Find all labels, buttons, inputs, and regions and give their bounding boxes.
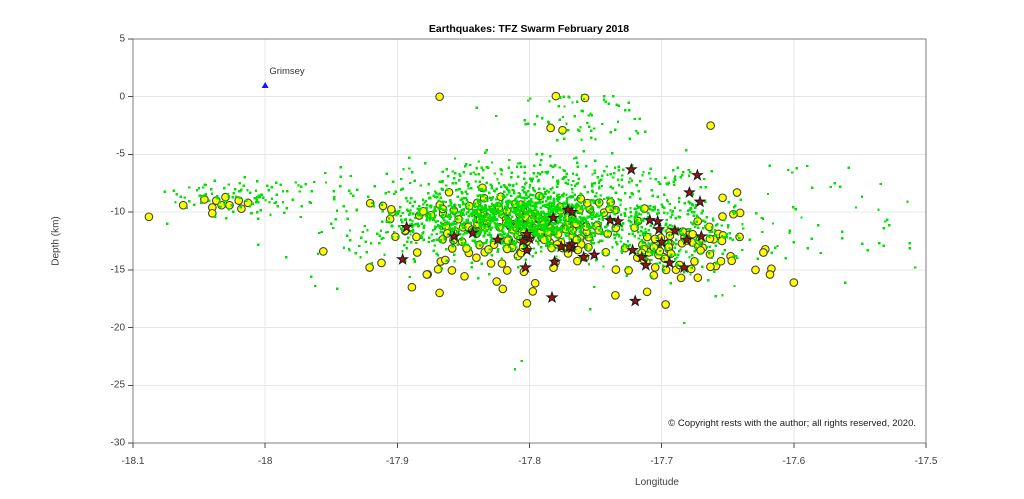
x-tick-label: -17.8	[518, 456, 541, 467]
y-axis-label: Depth (km)	[50, 216, 62, 266]
x-tick-label: -18.1	[121, 456, 145, 467]
copyright-note: © Copyright rests with the author; all r…	[668, 418, 916, 429]
x-tick-label: -17.6	[782, 456, 806, 467]
series-major-events-markers	[396, 162, 708, 307]
x-tick-label: -17.9	[385, 456, 409, 467]
grimsey-annotation-label: Grimsey	[269, 66, 305, 77]
x-axis-label: Longitude	[635, 477, 679, 488]
x-tick-label: -18	[257, 456, 273, 467]
series-minor-events-markers	[163, 94, 917, 371]
y-tick-label: -5	[116, 148, 125, 160]
tick-marks	[128, 38, 927, 448]
grimsey-triangle-marker	[261, 81, 269, 88]
y-tick-label: 5	[119, 33, 125, 45]
chart-title: Earthquakes: TFZ Swarm February 2018	[428, 23, 630, 35]
y-tick-label: -25	[110, 379, 125, 391]
y-tick-label: -10	[110, 206, 125, 218]
y-tick-label: -15	[110, 264, 125, 276]
y-tick-label: 0	[119, 91, 125, 103]
y-tick-label: -30	[110, 437, 125, 449]
y-tick-label: -20	[110, 322, 125, 334]
x-tick-label: -17.7	[650, 456, 674, 467]
x-tick-label: -17.5	[914, 456, 938, 467]
